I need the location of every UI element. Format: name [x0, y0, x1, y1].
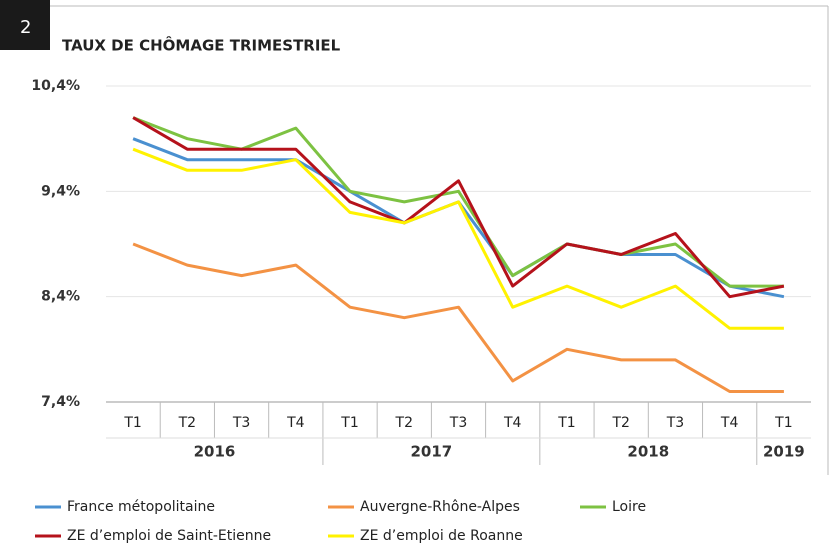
chart-title: TAUX DE CHÔMAGE TRIMESTRIEL — [62, 36, 341, 55]
year-label: 2017 — [411, 443, 453, 461]
x-tick-label: T3 — [449, 415, 467, 431]
series-line — [132, 242, 784, 393]
x-tick-label: T3 — [232, 415, 250, 431]
x-tick-label: T1 — [123, 415, 141, 431]
y-tick-label: 9,4% — [41, 183, 80, 199]
legend-label: ZE d’emploi de Saint-Etienne — [67, 528, 271, 544]
x-tick-label: T2 — [395, 415, 413, 431]
x-tick-label: T4 — [286, 415, 305, 431]
x-tick-label: T1 — [774, 415, 792, 431]
y-tick-label: 7,4% — [41, 394, 80, 410]
series-line — [132, 147, 784, 330]
legend-label: Auvergne-Rhône-Alpes — [360, 499, 520, 515]
legend-label: ZE d’emploi de Roanne — [360, 528, 523, 544]
x-tick-label: T1 — [340, 415, 358, 431]
year-label: 2019 — [763, 443, 805, 461]
x-tick-label: T2 — [178, 415, 196, 431]
year-label: 2018 — [627, 443, 669, 461]
badge: 2 — [20, 17, 31, 38]
x-tick-label: T3 — [666, 415, 684, 431]
y-tick-label: 10,4% — [31, 78, 80, 94]
x-tick-label: T4 — [503, 415, 522, 431]
legend-label: Loire — [612, 499, 646, 515]
x-tick-label: T1 — [557, 415, 575, 431]
year-label: 2016 — [194, 443, 236, 461]
badge-box — [0, 0, 50, 50]
x-tick-label: T4 — [720, 415, 739, 431]
y-tick-label: 8,4% — [41, 289, 80, 305]
series-line — [132, 116, 785, 299]
x-tick-label: T2 — [611, 415, 629, 431]
legend-label: France métopolitaine — [67, 499, 215, 515]
